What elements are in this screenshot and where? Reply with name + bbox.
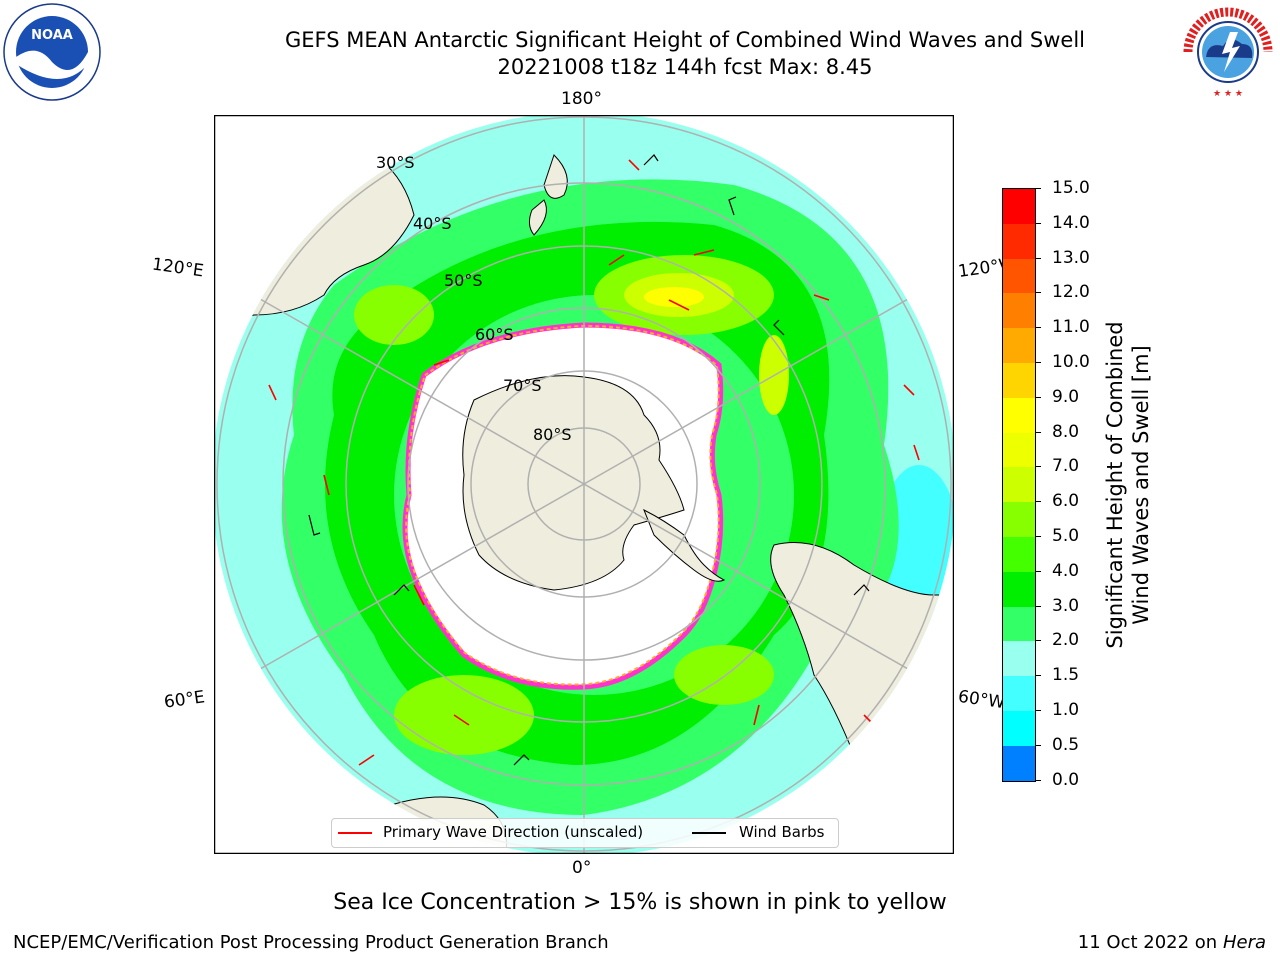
colorbar-tick-mark <box>1035 466 1041 468</box>
colorbar-tick-label: 0.5 <box>1052 734 1080 755</box>
colorbar-swatch <box>1003 397 1035 433</box>
colorbar-swatch <box>1003 502 1035 537</box>
colorbar-tick-label: 8.0 <box>1052 421 1080 442</box>
footer-branch: NCEP/EMC/Verification Post Processing Pr… <box>13 932 609 953</box>
colorbar-swatch <box>1003 467 1035 503</box>
chart-subtitle: 20221008 t18z 144h fcst Max: 8.45 <box>497 55 873 79</box>
colorbar-tick-mark <box>1035 431 1041 433</box>
noaa-logo: NOAA <box>3 3 101 101</box>
colorbar-tick-label: 15.0 <box>1052 178 1090 198</box>
colorbar-tick-label: 7.0 <box>1052 456 1080 477</box>
colorbar-label-line1: Significant Height of Combined <box>1103 321 1127 649</box>
colorbar-swatch <box>1003 536 1035 572</box>
colorbar-tick-label: 1.5 <box>1052 665 1080 686</box>
colorbar-tick-mark <box>1035 501 1041 503</box>
footer-date-text: 11 Oct 2022 on <box>1077 932 1218 953</box>
chart-title: GEFS MEAN Antarctic Significant Height o… <box>284 28 1086 52</box>
lat-label-80s: 80°S <box>533 425 572 444</box>
colorbar-tick-mark <box>1035 292 1041 294</box>
lat-label-30s: 30°S <box>376 153 415 172</box>
svg-text:★ ★ ★: ★ ★ ★ <box>1213 89 1243 99</box>
legend-wave-swatch <box>338 832 372 834</box>
colorbar-tick-mark <box>1035 675 1041 677</box>
colorbar-swatch <box>1003 189 1035 224</box>
colorbar-tick-label: 14.0 <box>1052 212 1090 233</box>
colorbar-swatch <box>1003 745 1035 781</box>
lat-label-70s: 70°S <box>503 376 542 395</box>
colorbar <box>1002 188 1036 782</box>
map-panel <box>214 115 954 854</box>
legend-wave-label: Primary Wave Direction (unscaled) <box>383 823 644 841</box>
colorbar-label: Significant Height of Combined Wind Wave… <box>1102 321 1154 648</box>
legend-wind-swatch <box>692 832 726 834</box>
colorbar-tick-mark <box>1035 327 1041 329</box>
lon-label-180: 180° <box>561 89 602 109</box>
lat-label-50s: 50°S <box>444 271 483 290</box>
lon-label-60w: 60°W <box>956 686 1007 714</box>
colorbar-swatch <box>1003 258 1035 294</box>
lat-label-60s: 60°S <box>475 325 514 344</box>
colorbar-tick-label: 10.0 <box>1052 352 1090 372</box>
colorbar-tick-mark <box>1035 710 1041 711</box>
sea-ice-note: Sea Ice Concentration > 15% is shown in … <box>333 890 947 915</box>
lon-label-0: 0° <box>572 858 592 878</box>
colorbar-tick-label: 2.0 <box>1052 630 1080 651</box>
colorbar-tick-label: 4.0 <box>1052 560 1080 581</box>
colorbar-swatch <box>1003 362 1035 398</box>
colorbar-tick-mark <box>1035 779 1041 781</box>
colorbar-tick-mark <box>1035 640 1041 642</box>
colorbar-tick-mark <box>1035 257 1041 259</box>
colorbar-tick-label: 5.0 <box>1052 526 1080 546</box>
colorbar-tick-mark <box>1035 536 1041 537</box>
colorbar-swatch <box>1003 676 1035 711</box>
colorbar-swatch <box>1003 606 1035 642</box>
colorbar-swatch <box>1003 571 1035 607</box>
colorbar-swatch <box>1003 223 1035 259</box>
colorbar-tick-label: 13.0 <box>1052 247 1090 268</box>
colorbar-tick-label: 1.0 <box>1052 700 1080 720</box>
lon-label-120e: 120°E <box>150 254 205 282</box>
map-legend: Primary Wave Direction (unscaled) Wind B… <box>331 818 839 848</box>
colorbar-tick-mark <box>1035 570 1041 572</box>
colorbar-tick-label: 12.0 <box>1052 282 1090 303</box>
colorbar-tick-mark <box>1035 188 1041 189</box>
lon-label-60e: 60°E <box>162 687 207 713</box>
nws-logo: ★ ★ ★ <box>1181 5 1275 99</box>
footer-date: 11 Oct 2022 on Hera <box>1078 932 1266 953</box>
colorbar-swatch <box>1003 710 1035 746</box>
colorbar-tick-mark <box>1035 605 1041 607</box>
colorbar-tick-label: 0.0 <box>1052 769 1080 790</box>
footer-machine: Hera <box>1222 932 1266 953</box>
legend-wind-label: Wind Barbs <box>739 823 825 841</box>
noaa-logo-text: NOAA <box>31 28 73 43</box>
colorbar-tick-mark <box>1035 222 1041 224</box>
colorbar-tick-label: 9.0 <box>1052 386 1080 407</box>
colorbar-tick-label: 3.0 <box>1052 595 1080 616</box>
colorbar-swatch <box>1003 293 1035 329</box>
colorbar-swatch <box>1003 641 1035 677</box>
colorbar-tick-mark <box>1035 744 1041 746</box>
colorbar-tick-label: 11.0 <box>1052 317 1090 338</box>
colorbar-label-line2: Wind Waves and Swell [m] <box>1129 345 1153 625</box>
colorbar-swatch <box>1003 328 1035 363</box>
colorbar-tick-label: 6.0 <box>1052 491 1080 512</box>
colorbar-swatch <box>1003 432 1035 468</box>
colorbar-tick-mark <box>1035 396 1041 398</box>
lat-label-40s: 40°S <box>413 214 452 233</box>
colorbar-tick-mark <box>1035 362 1041 363</box>
